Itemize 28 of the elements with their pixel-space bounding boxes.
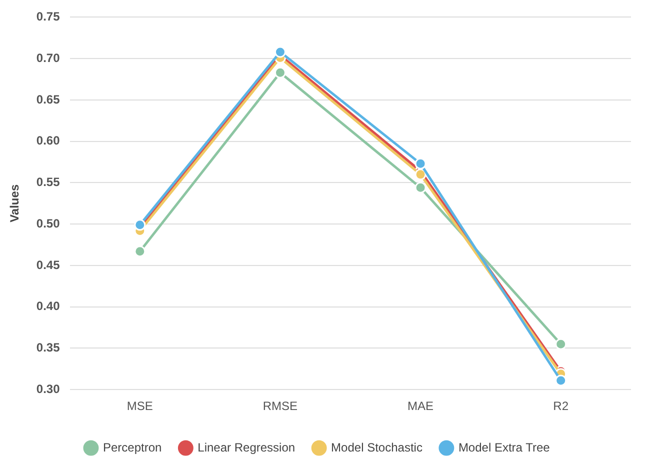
y-axis-title: Values xyxy=(8,184,22,222)
y-tick-label: 0.70 xyxy=(36,50,60,65)
y-tick-label: 0.60 xyxy=(36,134,60,148)
point xyxy=(134,219,146,231)
y-tick-label: 0.40 xyxy=(36,299,60,314)
y-tick-label: 0.75 xyxy=(36,10,60,24)
y-tick-label: 0.45 xyxy=(36,258,60,272)
x-tick-label: RMSE xyxy=(262,399,298,414)
y-tick-label: 0.35 xyxy=(36,340,60,355)
y-tick-label: 0.50 xyxy=(36,216,60,230)
y-tick-label: 0.30 xyxy=(36,382,60,396)
x-tick-label: R2 xyxy=(553,399,569,414)
point xyxy=(414,158,426,170)
point xyxy=(555,338,567,350)
x-tick-label: MAE xyxy=(408,399,434,414)
legend-label: Model Extra Tree xyxy=(458,440,550,454)
legend-label: Linear Regression xyxy=(198,440,296,454)
point xyxy=(134,246,146,258)
y-tick-label: 0.55 xyxy=(36,175,60,190)
point xyxy=(274,46,286,58)
point xyxy=(414,168,426,180)
point xyxy=(274,66,286,78)
legend-label: Perceptron xyxy=(102,440,162,454)
legend-label: Model Stochastic xyxy=(331,440,422,454)
point xyxy=(414,182,426,194)
y-tick-label: 0.65 xyxy=(36,92,60,106)
point xyxy=(555,374,567,386)
x-tick-label: MSE xyxy=(126,399,153,414)
